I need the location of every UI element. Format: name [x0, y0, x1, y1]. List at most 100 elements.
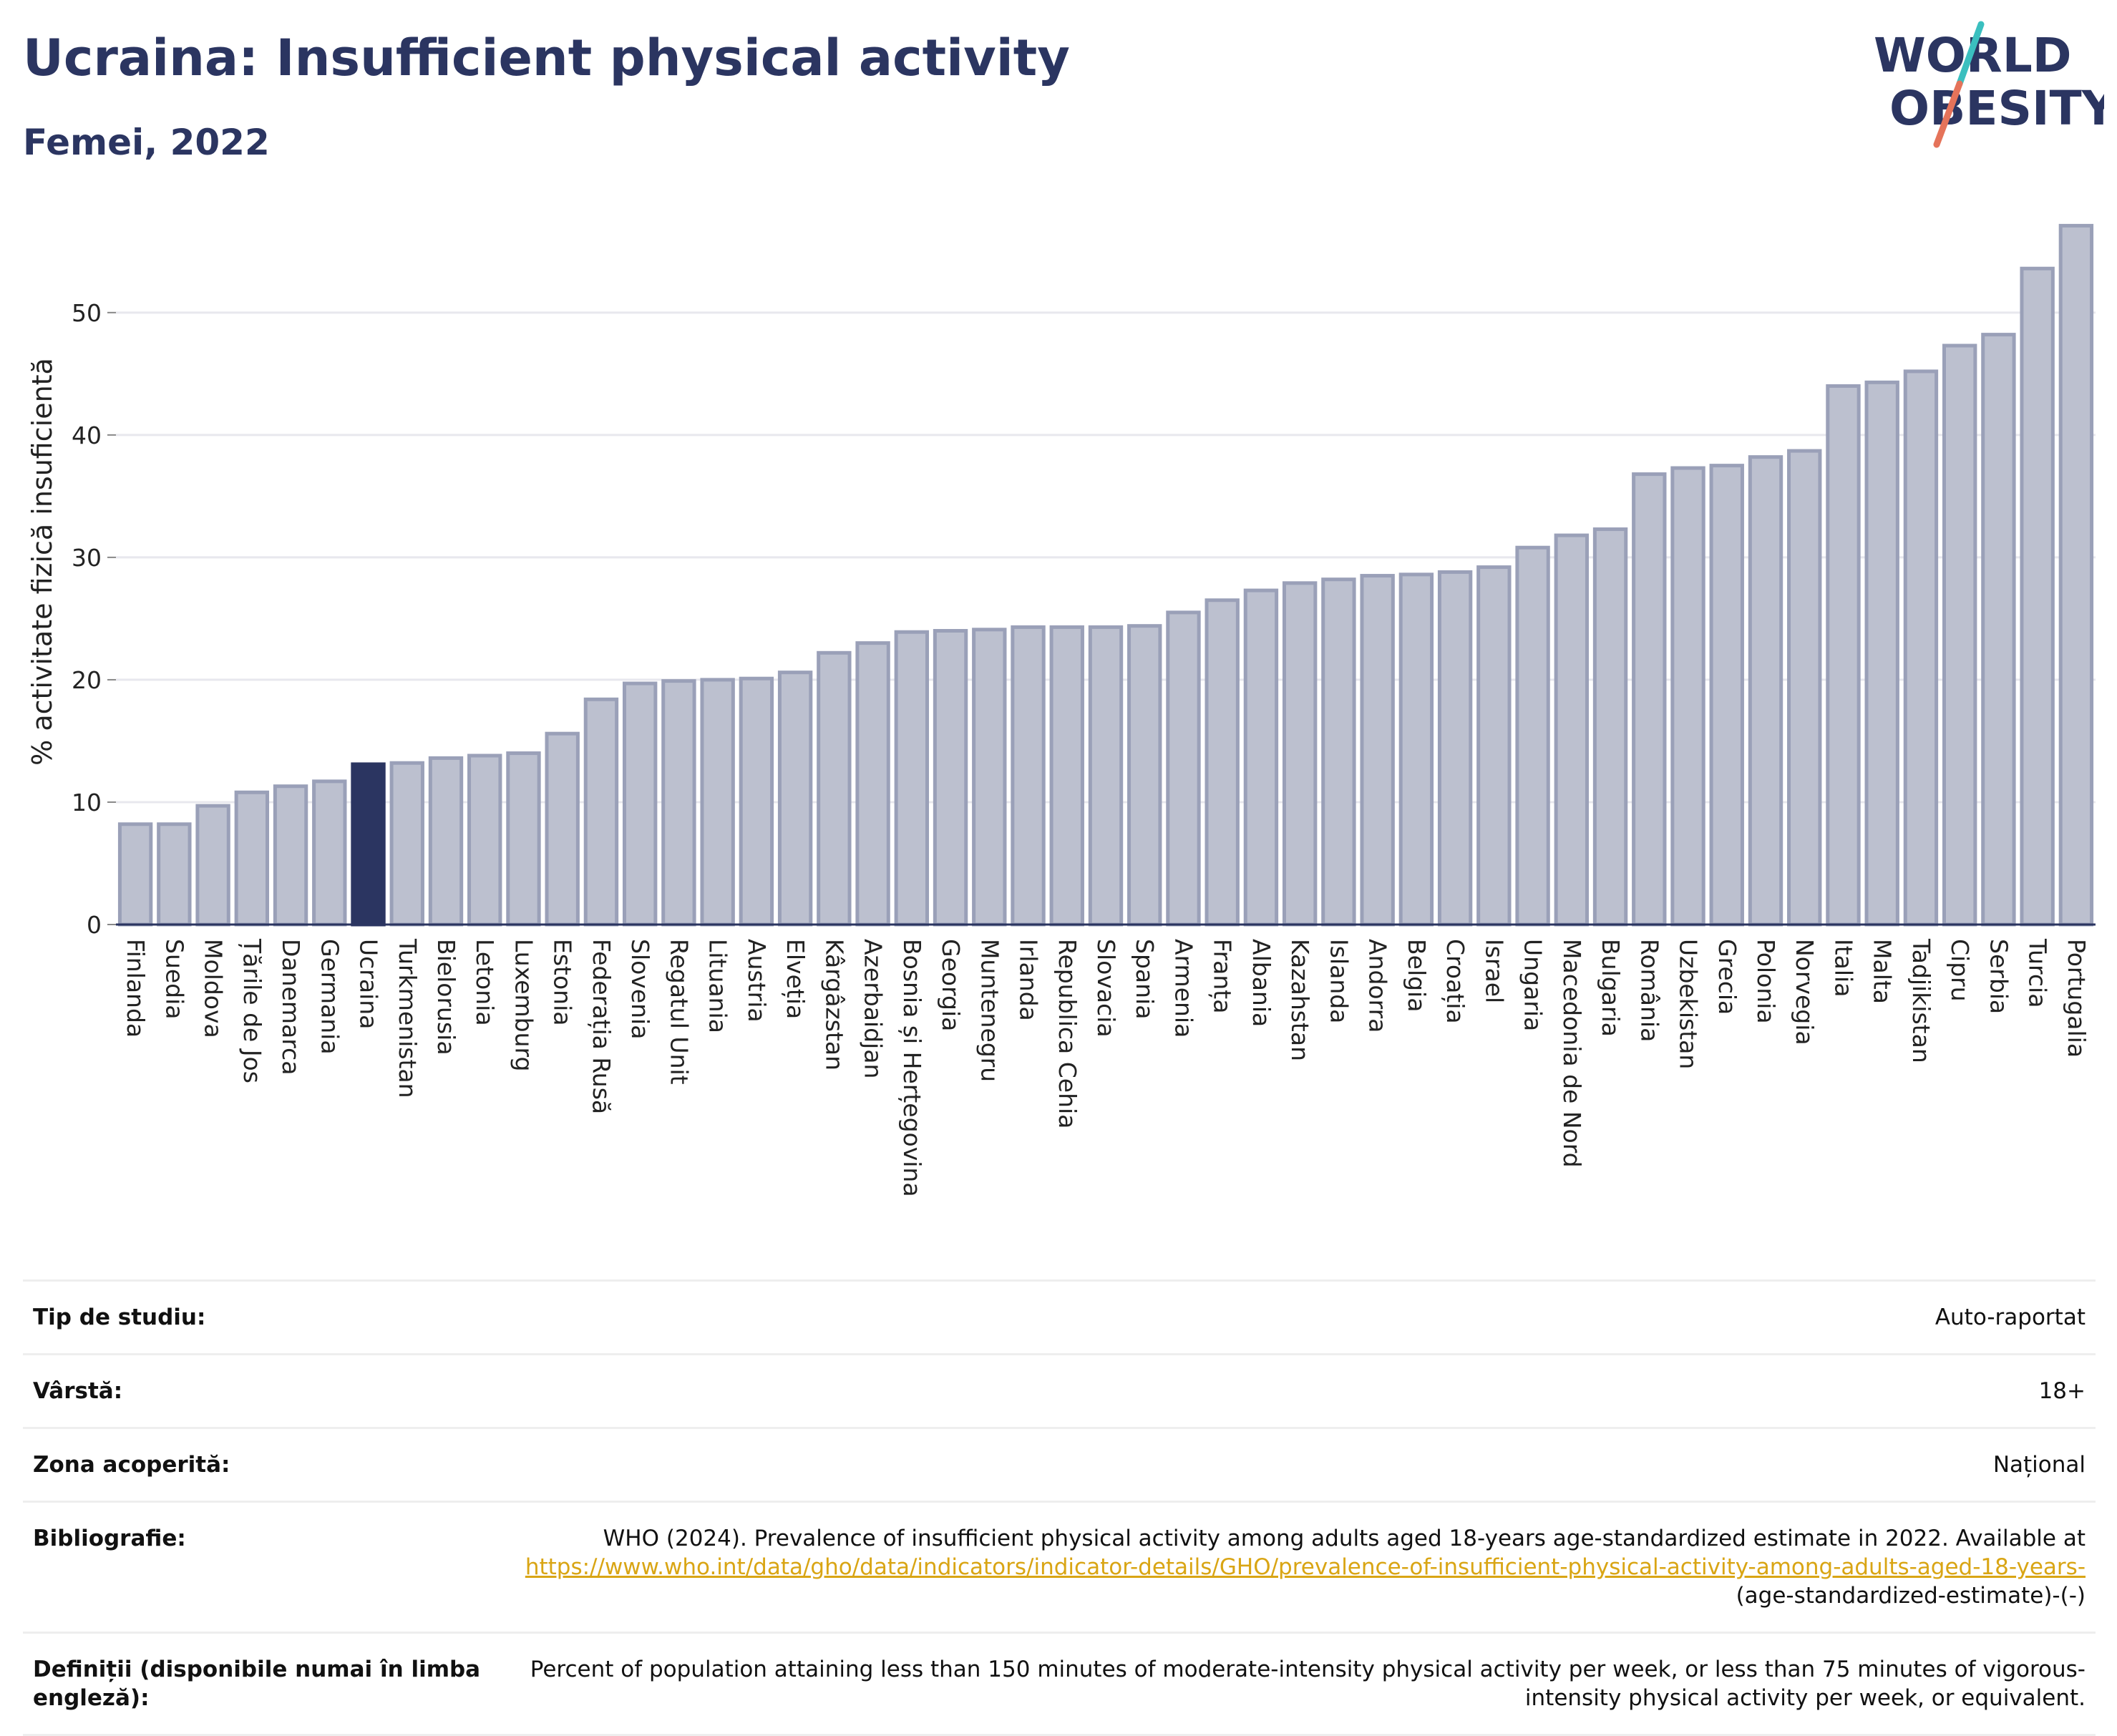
x-tick-label: Austria: [743, 939, 771, 1023]
bar: [312, 779, 347, 927]
y-tick-label: 40: [72, 421, 102, 449]
bar: [1398, 572, 1434, 927]
x-tick-label: Grecia: [1713, 939, 1741, 1015]
bar: [1011, 625, 1046, 927]
x-tick-label: Turkmenistan: [394, 938, 422, 1098]
x-tick-label: Cipru: [1946, 939, 1974, 1002]
x-tick-label: Regatul Unit: [665, 939, 693, 1085]
meta-key: Definiții (disponibile numai în limba en…: [33, 1657, 481, 1711]
meta-key: Zona acoperită:: [33, 1452, 230, 1478]
x-tick-label: Georgia: [937, 939, 965, 1031]
x-tick-label: Estonia: [549, 939, 577, 1025]
logo-slash-teal: [1956, 21, 1985, 87]
bar: [1592, 527, 1628, 927]
x-tick-label: Finlanda: [122, 939, 150, 1038]
bar: [855, 641, 890, 927]
x-tick-label: Malta: [1869, 939, 1897, 1004]
x-tick-label: Moldova: [200, 939, 228, 1038]
bar: [1243, 588, 1279, 927]
bar: [777, 670, 813, 927]
x-tick-label: Irlanda: [1015, 939, 1043, 1021]
x-tick-label: Slovacia: [1092, 939, 1120, 1038]
bar: [1787, 449, 1822, 927]
bar: [817, 650, 852, 927]
x-tick-label: Suedia: [160, 939, 188, 1020]
y-tick-label: 50: [72, 299, 102, 327]
x-tick-label: Belgia: [1403, 939, 1431, 1012]
meta-key: Vârstă:: [33, 1378, 123, 1404]
bar: [1903, 369, 1939, 927]
x-tick-label: Albania: [1247, 939, 1275, 1027]
x-tick-label: Luxemburg: [510, 939, 537, 1071]
meta-value: Național: [1992, 1452, 2086, 1478]
meta-row-definitions: Definiții (disponibile numai în limba en…: [23, 1632, 2096, 1736]
bar: [1321, 577, 1356, 927]
bar: [1826, 384, 1861, 927]
bar: [1360, 574, 1395, 927]
x-tick-label: Spania: [1131, 939, 1159, 1019]
x-tick-label: Franța: [1208, 939, 1237, 1013]
x-tick-label: Ungaria: [1519, 939, 1547, 1031]
bar: [1282, 581, 1318, 927]
y-tick-label: 20: [72, 666, 102, 694]
meta-value: 18+: [2038, 1378, 2086, 1404]
bar: [1864, 380, 1899, 927]
bar: [1437, 570, 1473, 927]
bar: [1515, 545, 1550, 927]
bar: [389, 761, 424, 927]
bar: [1554, 533, 1590, 927]
x-tick-label: Israel: [1480, 939, 1508, 1003]
bar: [2020, 266, 2055, 927]
x-tick-label: Bielorusia: [432, 939, 460, 1055]
y-tick-label: 30: [72, 544, 102, 572]
bibliography-link[interactable]: https://www.who.int/data/gho/data/indica…: [525, 1554, 2086, 1580]
logo-slash-red: [1933, 80, 1963, 148]
bars: [117, 223, 2094, 927]
x-tick-label: Germania: [316, 939, 344, 1055]
meta-key: Tip de studiu:: [33, 1305, 206, 1330]
x-tick-label: Danemarca: [277, 939, 305, 1075]
y-axis-label: % activitate fizică insuficientă: [26, 358, 58, 766]
bar: [1670, 466, 1705, 927]
x-tick-label: Armenia: [1169, 939, 1197, 1038]
bar: [428, 756, 464, 927]
bibliography-text: WHO (2024). Prevalence of insufficient p…: [603, 1526, 2086, 1551]
bar: [234, 790, 270, 927]
x-tick-label: Norvegia: [1791, 939, 1819, 1045]
x-tick-label: Portugalia: [2063, 939, 2091, 1058]
category-labels: Finlanda Suedia Moldova Țările de Jos Danema…: [122, 938, 2091, 1197]
logo-word-obesity: OBESITY: [1889, 81, 2104, 136]
world-obesity-logo: WORLD OBESITY: [1874, 21, 2104, 148]
bar: [1942, 343, 1977, 927]
bar: [467, 754, 502, 927]
bar: [894, 630, 930, 927]
bar: [506, 751, 541, 927]
bar: [972, 628, 1007, 927]
x-tick-label: Italia: [1829, 939, 1857, 997]
bar: [1049, 625, 1084, 927]
x-tick-label: România: [1635, 939, 1663, 1042]
bar-highlight: [351, 762, 386, 927]
x-tick-label: Slovenia: [626, 939, 654, 1039]
meta-value: Percent of population attaining less tha…: [530, 1657, 2086, 1711]
y-tick-label: 10: [72, 789, 102, 816]
bar: [1204, 598, 1240, 927]
bar: [1476, 565, 1512, 927]
bar: [273, 784, 308, 927]
bar: [1127, 624, 1162, 927]
x-tick-label: Lituania: [704, 939, 732, 1033]
meta-row-bibliography: Bibliografie: WHO (2024). Prevalence of …: [23, 1501, 2096, 1632]
meta-row-coverage: Zona acoperită: Național: [23, 1427, 2096, 1501]
x-tick-label: Federația Rusă: [587, 939, 615, 1114]
x-tick-label: Uzbekistan: [1675, 939, 1703, 1069]
x-tick-label: Elveția: [781, 939, 809, 1019]
bar: [1748, 455, 1783, 927]
bar: [195, 804, 230, 927]
x-tick-label: Bosnia și Herțegovina: [897, 939, 926, 1197]
bar: [545, 731, 580, 927]
x-tick-label: Republica Cehia: [1053, 939, 1081, 1128]
chart-subtitle: Femei, 2022: [23, 122, 270, 163]
meta-row-study-type: Tip de studiu: Auto-raportat: [23, 1279, 2096, 1353]
x-tick-label: Letonia: [471, 939, 499, 1026]
x-tick-label: Islanda: [1325, 939, 1353, 1023]
